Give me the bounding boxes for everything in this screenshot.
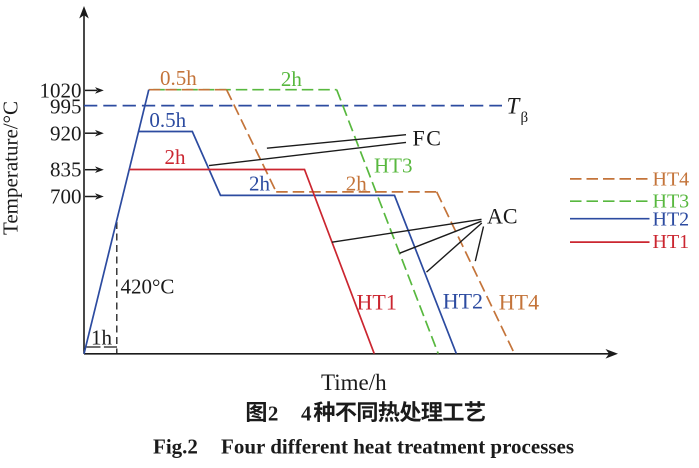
- svg-text:Temperature/°C: Temperature/°C: [0, 101, 23, 235]
- svg-text:HT1: HT1: [653, 231, 690, 253]
- svg-text:2h: 2h: [281, 67, 303, 91]
- svg-text:HT2: HT2: [653, 208, 690, 230]
- svg-text:920: 920: [50, 121, 82, 145]
- svg-text:HT1: HT1: [357, 290, 397, 315]
- svg-text:0.5h: 0.5h: [160, 66, 197, 90]
- svg-text:4: 4: [301, 402, 312, 426]
- svg-text:700: 700: [50, 185, 82, 209]
- svg-text:HT3: HT3: [653, 191, 690, 213]
- svg-text:Four different heat treatment: Four different heat treatment processes: [221, 435, 574, 459]
- svg-text:2: 2: [268, 402, 279, 426]
- svg-text:HT3: HT3: [374, 154, 413, 178]
- svg-text:420°C: 420°C: [121, 275, 175, 299]
- svg-text:HT4: HT4: [499, 290, 539, 315]
- svg-text:FC: FC: [413, 125, 443, 150]
- svg-text:835: 835: [50, 158, 82, 182]
- svg-text:2h: 2h: [249, 172, 271, 196]
- svg-text:Fig.2: Fig.2: [153, 435, 198, 459]
- svg-text:T: T: [507, 94, 522, 119]
- svg-text:2h: 2h: [165, 145, 187, 169]
- svg-text:AC: AC: [487, 204, 518, 229]
- svg-text:2h: 2h: [346, 172, 368, 196]
- svg-text:1020: 1020: [40, 79, 82, 103]
- svg-text:β: β: [521, 110, 529, 126]
- svg-text:995: 995: [50, 95, 82, 119]
- svg-text:0.5h: 0.5h: [149, 108, 186, 132]
- svg-text:HT2: HT2: [443, 289, 483, 314]
- svg-text:HT4: HT4: [653, 169, 690, 191]
- svg-text:Time/h: Time/h: [321, 370, 387, 395]
- svg-text:1h: 1h: [91, 326, 113, 350]
